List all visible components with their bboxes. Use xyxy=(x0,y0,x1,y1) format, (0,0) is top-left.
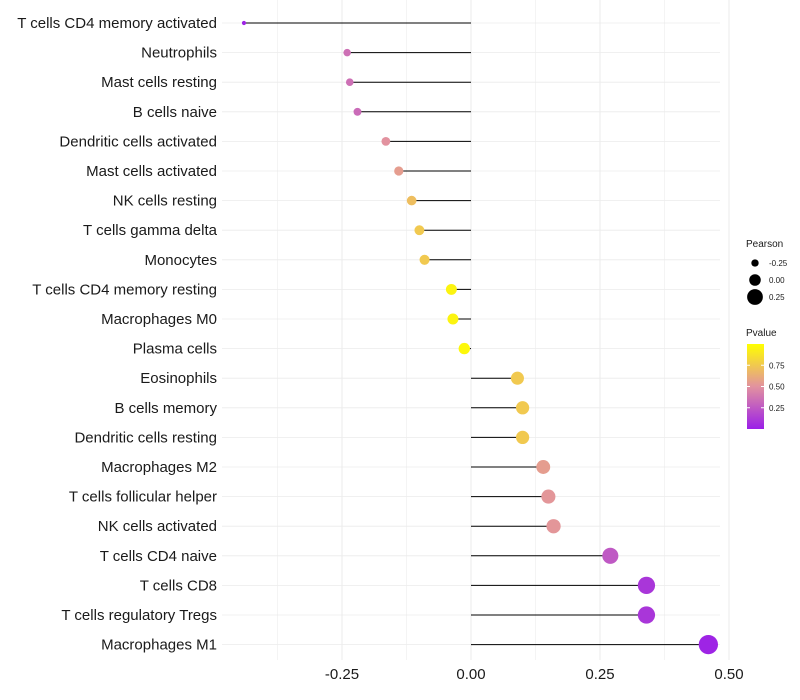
legend-size-label: 0.25 xyxy=(769,293,785,302)
lollipop-dot xyxy=(602,547,619,564)
legend-size-dot xyxy=(749,274,761,286)
colorbar-label: 0.75 xyxy=(769,361,785,370)
category-label: B cells memory xyxy=(114,400,217,417)
x-tick-label: 0.50 xyxy=(714,666,743,683)
category-label: Mast cells resting xyxy=(101,74,217,91)
lollipop-dot xyxy=(515,430,530,445)
x-axis-ticks: -0.25 0.00 0.25 0.50 xyxy=(325,666,744,683)
lollipop-dot xyxy=(345,78,354,87)
legend-pvalue: Pvalue 0.75 0.50 0.25 xyxy=(746,328,785,429)
category-label: T cells gamma delta xyxy=(83,222,218,239)
stems xyxy=(243,22,709,646)
lollipop-dot xyxy=(394,166,404,176)
lollipop-dot xyxy=(381,137,391,146)
lollipop-dot xyxy=(445,283,457,295)
category-label: Macrophages M2 xyxy=(101,459,217,476)
lollipop-dot xyxy=(353,107,362,116)
colorbar-label: 0.50 xyxy=(769,383,785,392)
x-tick-label: -0.25 xyxy=(325,666,359,683)
legend-pvalue-title: Pvalue xyxy=(746,328,777,339)
category-label: Dendritic cells resting xyxy=(74,429,217,446)
lollipop-dot xyxy=(637,576,656,595)
category-label: T cells follicular helper xyxy=(69,489,217,506)
legend-size-label: -0.25 xyxy=(769,259,788,268)
category-label: Eosinophils xyxy=(140,370,217,387)
legend-pearson: Pearson -0.25 0.00 0.25 xyxy=(746,239,788,305)
pvalue-colorbar xyxy=(747,344,764,429)
lollipop-dot xyxy=(536,460,551,474)
category-label: Monocytes xyxy=(144,252,217,269)
legend-pearson-title: Pearson xyxy=(746,239,783,250)
y-axis-labels: T cells CD4 memory activated Neutrophils M… xyxy=(17,15,217,654)
category-label: Neutrophils xyxy=(141,45,217,62)
category-label: Plasma cells xyxy=(133,341,217,358)
lollipop-dot xyxy=(406,195,417,206)
category-label: Macrophages M0 xyxy=(101,311,217,328)
legend-size-dot xyxy=(751,259,759,267)
lollipop-dot xyxy=(698,634,719,655)
lollipop-dot xyxy=(447,313,459,325)
lollipop-dot xyxy=(414,225,425,236)
category-label: B cells naive xyxy=(133,104,217,121)
category-label: T cells CD4 memory activated xyxy=(17,15,217,32)
category-label: T cells CD4 naive xyxy=(100,548,217,565)
lollipop-dot xyxy=(241,20,247,26)
lollipop-dot xyxy=(546,519,561,534)
category-label: T cells CD8 xyxy=(140,577,217,594)
x-tick-label: 0.25 xyxy=(585,666,614,683)
lollipop-dot xyxy=(637,606,656,624)
legend-size-dot xyxy=(747,289,763,305)
lollipop-dot xyxy=(510,371,524,385)
lollipop-dot xyxy=(458,342,470,355)
dots xyxy=(241,20,719,655)
legend-size-label: 0.00 xyxy=(769,276,785,285)
category-label: Dendritic cells activated xyxy=(59,133,217,150)
category-label: NK cells resting xyxy=(113,193,217,210)
x-tick-label: 0.00 xyxy=(456,666,485,683)
colorbar-label: 0.25 xyxy=(769,404,785,413)
lollipop-dot xyxy=(343,48,351,57)
category-label: NK cells activated xyxy=(98,518,217,535)
category-label: T cells CD4 memory resting xyxy=(32,281,217,298)
lollipop-dot xyxy=(515,401,530,415)
category-label: Mast cells activated xyxy=(86,163,217,180)
category-label: Macrophages M1 xyxy=(101,637,217,654)
category-label: T cells regulatory Tregs xyxy=(61,607,217,624)
lollipop-dot xyxy=(419,254,430,265)
lollipop-dot xyxy=(541,489,556,504)
grid xyxy=(222,0,730,660)
